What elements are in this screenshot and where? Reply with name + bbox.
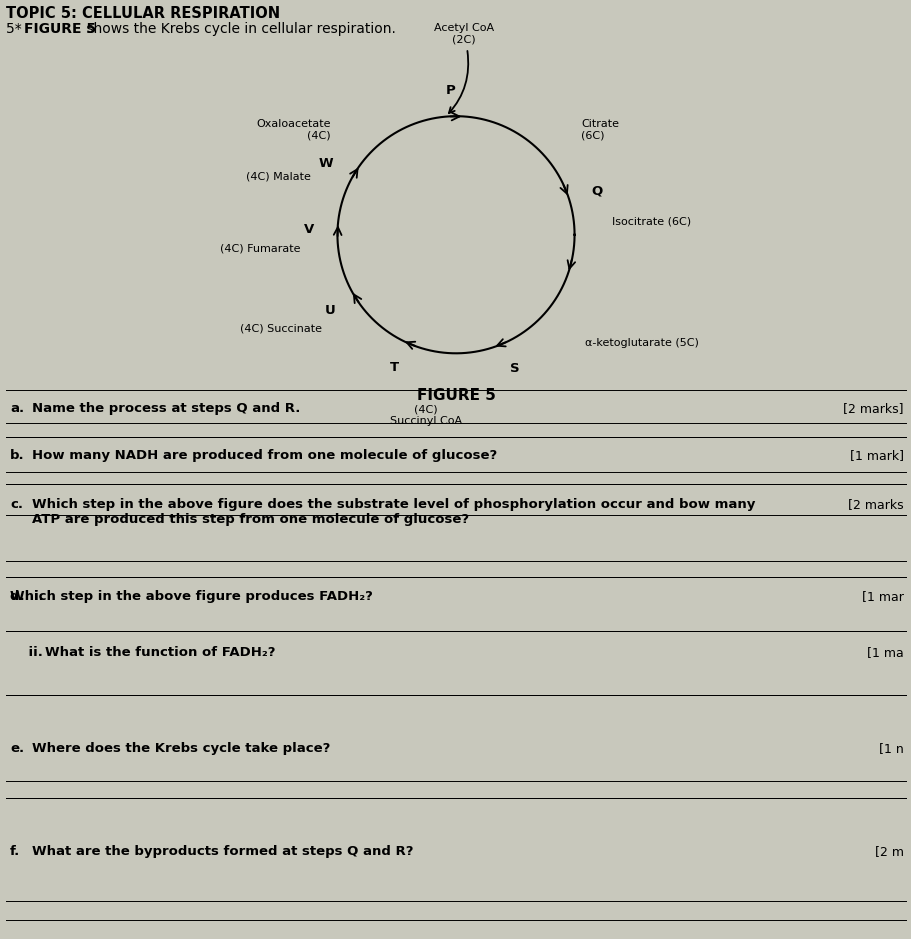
Text: How many NADH are produced from one molecule of glucose?: How many NADH are produced from one mole…	[32, 449, 496, 462]
Text: 5*: 5*	[6, 22, 26, 36]
Text: [2 marks: [2 marks	[847, 498, 903, 511]
Text: Which step in the above figure produces FADH₂?: Which step in the above figure produces …	[10, 590, 373, 603]
Text: V: V	[303, 223, 313, 237]
Text: FIGURE 5: FIGURE 5	[416, 388, 495, 403]
Text: T: T	[390, 362, 399, 375]
Text: Acetyl CoA
(2C): Acetyl CoA (2C)	[434, 23, 494, 44]
Text: Name the process at steps Q and R.: Name the process at steps Q and R.	[32, 402, 300, 415]
Text: f.: f.	[10, 845, 20, 858]
Text: e.: e.	[10, 742, 24, 755]
Text: [1 mar: [1 mar	[861, 590, 903, 603]
Text: Which step in the above figure does the substrate level of phosphorylation occur: Which step in the above figure does the …	[32, 498, 754, 526]
Text: P: P	[445, 84, 456, 97]
Text: What are the byproducts formed at steps Q and R?: What are the byproducts formed at steps …	[32, 845, 413, 858]
Text: b.: b.	[10, 449, 25, 462]
Text: d.  i.: d. i.	[10, 590, 44, 603]
Text: c.: c.	[10, 498, 23, 511]
Text: (4C) Malate: (4C) Malate	[246, 171, 311, 181]
Text: (4C) Fumarate: (4C) Fumarate	[220, 243, 300, 254]
Text: Citrate
(6C): Citrate (6C)	[580, 118, 619, 141]
Text: [2 m: [2 m	[874, 845, 903, 858]
Text: Isocitrate (6C): Isocitrate (6C)	[611, 216, 691, 226]
Text: What is the function of FADH₂?: What is the function of FADH₂?	[45, 646, 275, 659]
Text: U: U	[324, 303, 335, 316]
Text: [1 ma: [1 ma	[866, 646, 903, 659]
Text: [1 mark]: [1 mark]	[849, 449, 903, 462]
Text: a.: a.	[10, 402, 24, 415]
Text: TOPIC 5: CELLULAR RESPIRATION: TOPIC 5: CELLULAR RESPIRATION	[6, 6, 280, 21]
Text: α-ketoglutarate (5C): α-ketoglutarate (5C)	[584, 338, 698, 348]
Text: shows the Krebs cycle in cellular respiration.: shows the Krebs cycle in cellular respir…	[82, 22, 395, 36]
Text: (4C)
Succinyl CoA: (4C) Succinyl CoA	[390, 404, 462, 425]
Text: W: W	[318, 157, 333, 170]
Text: [1 n: [1 n	[878, 742, 903, 755]
Text: Where does the Krebs cycle take place?: Where does the Krebs cycle take place?	[32, 742, 330, 755]
Text: S: S	[509, 362, 519, 376]
Text: [2 marks]: [2 marks]	[843, 402, 903, 415]
Text: Oxaloacetate
(4C): Oxaloacetate (4C)	[256, 118, 331, 141]
Text: Q: Q	[590, 184, 602, 197]
Text: ii.: ii.	[10, 646, 43, 659]
Text: (4C) Succinate: (4C) Succinate	[240, 324, 322, 333]
Text: FIGURE 5: FIGURE 5	[24, 22, 96, 36]
